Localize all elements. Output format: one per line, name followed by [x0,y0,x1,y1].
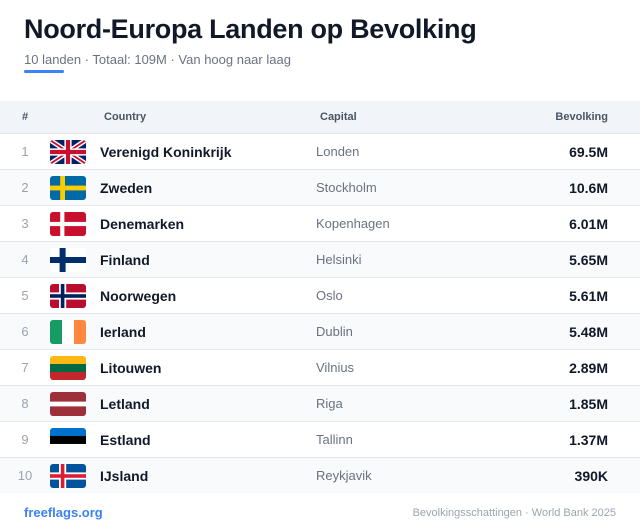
page-subtitle: 10 landen · Totaal: 109M · Van hoog naar… [24,52,291,67]
table-row[interactable]: 8 Letland Riga 1.85M [0,385,640,421]
row-capital: Kopenhagen [316,216,390,231]
row-rank: 4 [21,252,29,267]
table-row[interactable]: 2 Zweden Stockholm 10.6M [0,169,640,205]
table-row[interactable]: 7 Litouwen Vilnius 2.89M [0,349,640,385]
row-capital: Vilnius [316,360,355,375]
brand-link[interactable]: freeflags.org [24,505,103,520]
iceland-flag-icon [50,463,86,488]
table-row[interactable]: 5 Noorwegen Oslo 5.61M [0,277,640,313]
row-population: 69.5M [569,143,608,160]
table-row[interactable]: 6 Ierland Dublin 5.48M [0,313,640,349]
row-country: Litouwen [100,359,162,376]
row-population: 5.48M [569,323,608,340]
row-rank: 1 [21,144,29,159]
table-row[interactable]: 4 Finland Helsinki 5.65M [0,241,640,277]
row-capital: Dublin [316,324,353,339]
row-rank: 3 [21,216,29,231]
row-rank: 5 [21,288,29,303]
row-population: 390K [574,467,608,484]
page-header: Noord-Europa Landen op Bevolking 10 land… [24,12,616,68]
row-capital: Reykjavik [316,468,372,483]
population-table: # Country Capital Bevolking 1 Verenigd K… [0,101,640,493]
sweden-flag-icon [50,175,86,200]
finland-flag-icon [50,247,86,272]
row-country: Letland [100,395,150,412]
page-title: Noord-Europa Landen op Bevolking [24,14,477,44]
estonia-flag-icon [50,427,86,452]
row-rank: 2 [21,180,29,195]
row-country: Ierland [100,323,146,340]
row-population: 10.6M [569,179,608,196]
row-country: Verenigd Koninkrijk [100,143,232,160]
row-population: 5.61M [569,287,608,304]
row-rank: 9 [21,432,29,447]
column-header-num: # [22,111,29,123]
row-population: 5.65M [569,251,608,268]
row-rank: 8 [21,396,29,411]
column-header-capital: Capital [320,111,357,123]
column-header-country: Country [104,111,147,123]
row-capital: Tallinn [316,432,353,447]
row-capital: Oslo [316,288,343,303]
table-row[interactable]: 9 Estland Tallinn 1.37M [0,421,640,457]
row-capital: Londen [316,144,360,159]
table-row[interactable]: 10 IJsland Reykjavik 390K [0,457,640,493]
row-country: Noorwegen [100,287,177,304]
table-row[interactable]: 1 Verenigd Koninkrijk Londen 69.5M [0,133,640,169]
row-capital: Helsinki [316,252,362,267]
row-country: Finland [100,251,150,268]
row-country: Estland [100,431,151,448]
row-country: Denemarken [100,215,185,232]
column-header-population: Bevolking [555,111,608,123]
ireland-flag-icon [50,319,86,344]
page-footer: freeflags.org Bevolkingsschattingen · Wo… [24,505,616,520]
denmark-flag-icon [50,211,86,236]
table-header: # Country Capital Bevolking [0,101,640,133]
row-capital: Riga [316,396,343,411]
row-country: IJsland [100,467,149,484]
uk-flag-icon [50,139,86,164]
latvia-flag-icon [50,391,86,416]
lithuania-flag-icon [50,355,86,380]
table-row[interactable]: 3 Denemarken Kopenhagen 6.01M [0,205,640,241]
row-population: 1.37M [569,431,608,448]
row-rank: 7 [21,360,29,375]
row-population: 6.01M [569,215,608,232]
row-population: 2.89M [569,359,608,376]
row-population: 1.85M [569,395,608,412]
row-country: Zweden [100,179,153,196]
title-accent-bar [24,70,64,73]
source-note: Bevolkingsschattingen · World Bank 2025 [412,506,616,519]
row-capital: Stockholm [316,180,377,195]
norway-flag-icon [50,283,86,308]
row-rank: 10 [17,468,33,483]
row-rank: 6 [21,324,29,339]
